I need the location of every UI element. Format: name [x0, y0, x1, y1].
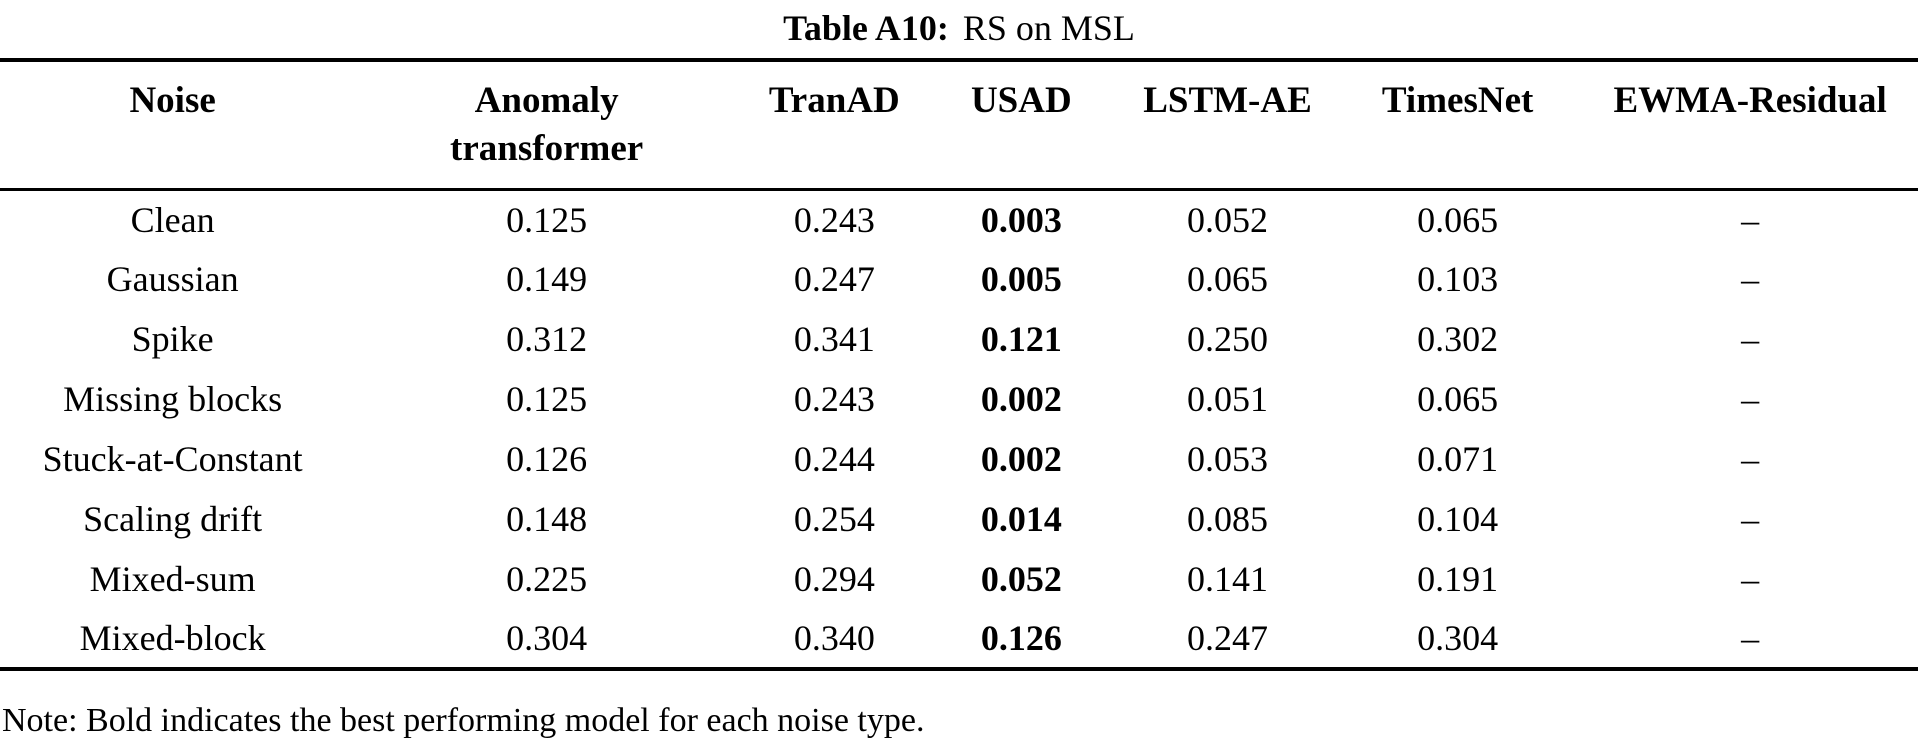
cell-lstm-ae: 0.250	[1186, 319, 1268, 359]
cell-usad-best: 0.052	[980, 559, 1062, 599]
cell-noise: Gaussian	[106, 259, 239, 299]
cell-noise: Mixed-sum	[89, 559, 256, 599]
cell-timesnet: 0.065	[1417, 199, 1499, 240]
cell-tranad: 0.294	[793, 559, 875, 599]
cell-ewma: –	[1741, 379, 1760, 419]
table-row-stuck-at-constant: Stuck-at-Constant 0.126 0.244 0.002 0.05…	[0, 429, 1918, 489]
col-header-lstm-ae: LSTM-AE	[1143, 80, 1312, 121]
cell-ewma: –	[1741, 439, 1760, 479]
cell-lstm-ae: 0.065	[1186, 259, 1268, 299]
col-header-ewma-residual: EWMA-Residual	[1613, 80, 1887, 121]
table-number-label: Table A10:	[783, 8, 949, 48]
cell-noise: Missing blocks	[63, 379, 283, 419]
table-header-row: Noise Anomaly transformer TranAD USAD LS…	[0, 60, 1918, 189]
cell-timesnet: 0.103	[1417, 259, 1499, 299]
cell-anomaly: 0.304	[506, 618, 588, 658]
table-footnote: Note: Bold indicates the best performing…	[2, 702, 925, 739]
col-header-anomaly-line2: transformer	[450, 128, 644, 169]
results-table: Noise Anomaly transformer TranAD USAD LS…	[0, 58, 1918, 671]
cell-usad-best: 0.121	[980, 319, 1062, 359]
cell-usad-best: 0.126	[980, 618, 1062, 658]
cell-tranad: 0.341	[793, 319, 875, 359]
cell-timesnet: 0.302	[1417, 319, 1499, 359]
cell-anomaly: 0.149	[506, 259, 588, 299]
col-header-tranad: TranAD	[768, 80, 900, 121]
table-row-spike: Spike 0.312 0.341 0.121 0.250 0.302 –	[0, 309, 1918, 369]
table-row-mixed-sum: Mixed-sum 0.225 0.294 0.052 0.141 0.191 …	[0, 549, 1918, 609]
cell-usad-best: 0.014	[980, 499, 1062, 539]
cell-usad-best: 0.002	[980, 439, 1062, 479]
cell-tranad: 0.243	[793, 379, 875, 419]
col-header-anomaly-transformer: Anomaly transformer	[345, 60, 748, 189]
table-row-clean: Clean 0.125 0.243 0.003 0.052 0.065 –	[0, 189, 1918, 249]
cell-ewma: –	[1741, 259, 1760, 299]
cell-noise: Spike	[131, 319, 214, 359]
cell-anomaly: 0.125	[506, 379, 588, 419]
cell-lstm-ae: 0.051	[1186, 379, 1268, 419]
cell-noise: Stuck-at-Constant	[42, 439, 303, 479]
cell-timesnet: 0.304	[1417, 618, 1499, 658]
cell-tranad: 0.243	[793, 199, 875, 240]
cell-lstm-ae: 0.052	[1186, 199, 1268, 240]
cell-ewma: –	[1741, 319, 1760, 359]
cell-tranad: 0.254	[793, 499, 875, 539]
table-row-missing-blocks: Missing blocks 0.125 0.243 0.002 0.051 0…	[0, 369, 1918, 429]
cell-timesnet: 0.071	[1417, 439, 1499, 479]
cell-noise: Mixed-block	[79, 618, 266, 658]
table-row-gaussian: Gaussian 0.149 0.247 0.005 0.065 0.103 –	[0, 249, 1918, 309]
table-row-mixed-block: Mixed-block 0.304 0.340 0.126 0.247 0.30…	[0, 609, 1918, 669]
cell-tranad: 0.247	[793, 259, 875, 299]
cell-usad-best: 0.005	[980, 259, 1062, 299]
cell-usad-best: 0.003	[980, 199, 1062, 240]
cell-anomaly: 0.125	[506, 199, 588, 240]
cell-timesnet: 0.191	[1417, 559, 1499, 599]
cell-tranad: 0.340	[793, 618, 875, 658]
cell-lstm-ae: 0.085	[1186, 499, 1268, 539]
cell-anomaly: 0.148	[506, 499, 588, 539]
cell-anomaly: 0.312	[506, 319, 588, 359]
cell-timesnet: 0.104	[1417, 499, 1499, 539]
cell-ewma: –	[1741, 199, 1760, 240]
cell-noise: Scaling drift	[83, 499, 263, 539]
col-header-noise: Noise	[129, 80, 216, 121]
cell-ewma: –	[1741, 618, 1760, 658]
cell-noise: Clean	[130, 199, 215, 240]
cell-lstm-ae: 0.053	[1186, 439, 1268, 479]
cell-ewma: –	[1741, 499, 1760, 539]
cell-lstm-ae: 0.141	[1186, 559, 1268, 599]
cell-ewma: –	[1741, 559, 1760, 599]
cell-anomaly: 0.225	[506, 559, 588, 599]
cell-anomaly: 0.126	[506, 439, 588, 479]
cell-tranad: 0.244	[793, 439, 875, 479]
col-header-usad: USAD	[970, 80, 1072, 121]
col-header-anomaly-line1: Anomaly	[474, 80, 619, 121]
cell-usad-best: 0.002	[980, 379, 1062, 419]
cell-timesnet: 0.065	[1417, 379, 1499, 419]
cell-lstm-ae: 0.247	[1186, 618, 1268, 658]
table-caption: Table A10: RS on MSL	[0, 0, 1918, 58]
table-title-text: RS on MSL	[962, 8, 1135, 48]
table-row-scaling-drift: Scaling drift 0.148 0.254 0.014 0.085 0.…	[0, 489, 1918, 549]
col-header-timesnet: TimesNet	[1381, 80, 1534, 121]
